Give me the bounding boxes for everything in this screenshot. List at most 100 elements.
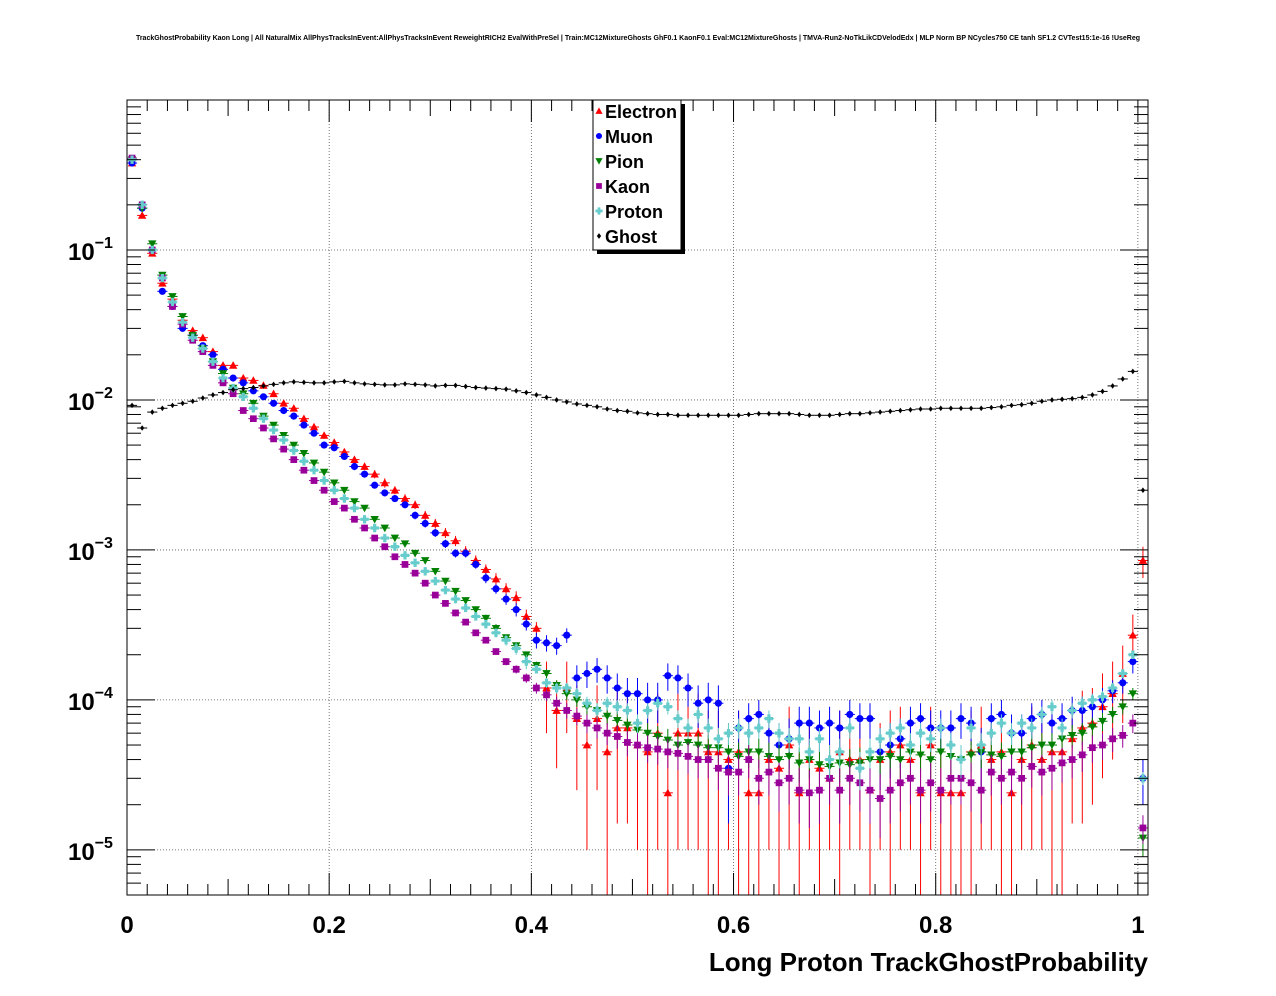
data-point bbox=[534, 392, 539, 398]
data-point bbox=[1027, 744, 1036, 752]
data-point bbox=[1047, 702, 1057, 711]
data-point bbox=[654, 745, 662, 753]
data-point bbox=[524, 389, 529, 396]
data-point bbox=[289, 404, 298, 412]
data-point bbox=[492, 585, 500, 593]
data-point bbox=[1089, 744, 1096, 752]
data-point bbox=[299, 450, 309, 458]
data-point bbox=[846, 774, 854, 782]
data-point bbox=[462, 549, 470, 557]
data-point bbox=[916, 715, 925, 723]
data-point bbox=[360, 470, 369, 478]
data-point bbox=[198, 344, 208, 353]
data-point bbox=[390, 542, 400, 551]
data-point bbox=[220, 389, 226, 396]
data-point bbox=[228, 361, 238, 369]
data-point bbox=[785, 774, 793, 782]
data-point bbox=[1029, 400, 1034, 407]
data-point bbox=[896, 779, 904, 787]
data-point bbox=[1009, 402, 1014, 409]
data-point bbox=[290, 412, 298, 420]
data-point bbox=[1048, 764, 1056, 772]
data-point bbox=[441, 528, 450, 537]
data-point bbox=[261, 383, 266, 389]
data-point bbox=[532, 665, 541, 674]
data-point bbox=[1007, 748, 1016, 757]
data-point bbox=[918, 406, 923, 412]
data-point bbox=[290, 456, 298, 463]
data-point bbox=[1098, 717, 1107, 726]
data-point bbox=[603, 729, 611, 737]
data-point bbox=[299, 457, 309, 466]
data-point bbox=[471, 612, 480, 621]
data-point bbox=[997, 753, 1006, 761]
data-point bbox=[431, 591, 439, 599]
legend-marker-ghost bbox=[596, 233, 602, 239]
data-point bbox=[380, 524, 389, 533]
data-point bbox=[775, 779, 783, 787]
data-point bbox=[392, 382, 397, 388]
data-point bbox=[866, 786, 874, 794]
data-point bbox=[635, 410, 640, 416]
data-point bbox=[241, 385, 246, 392]
data-point bbox=[342, 378, 347, 385]
data-point bbox=[431, 519, 440, 527]
data-point bbox=[714, 734, 723, 744]
data-point bbox=[1068, 756, 1076, 763]
data-point bbox=[431, 576, 440, 586]
data-point bbox=[1109, 735, 1116, 743]
data-point bbox=[815, 734, 824, 744]
x-axis-title: Long Proton TrackGhostProbability bbox=[709, 947, 1149, 977]
data-point bbox=[754, 748, 764, 757]
data-point bbox=[249, 376, 258, 384]
data-point bbox=[1110, 383, 1115, 389]
data-point bbox=[987, 768, 995, 776]
data-point bbox=[330, 438, 339, 446]
legend-marker-electron bbox=[595, 107, 603, 114]
data-point bbox=[1057, 735, 1067, 744]
data-point bbox=[461, 597, 470, 605]
data-point bbox=[764, 714, 774, 723]
data-point bbox=[309, 459, 319, 468]
data-point bbox=[209, 351, 217, 359]
data-point bbox=[431, 529, 439, 537]
data-point bbox=[715, 764, 722, 772]
data-point bbox=[896, 723, 905, 733]
data-point bbox=[835, 747, 844, 757]
x-tick-label: 0.6 bbox=[717, 912, 750, 939]
data-point bbox=[371, 534, 379, 542]
data-point bbox=[605, 406, 610, 412]
data-point bbox=[451, 594, 460, 604]
data-point bbox=[645, 410, 650, 417]
data-point bbox=[745, 756, 753, 763]
data-point bbox=[875, 734, 885, 744]
data-point bbox=[330, 486, 339, 495]
data-point bbox=[472, 629, 480, 637]
data-point bbox=[250, 415, 257, 423]
data-point bbox=[716, 412, 721, 419]
data-point bbox=[411, 569, 419, 577]
data-point bbox=[926, 734, 935, 744]
data-point bbox=[512, 665, 520, 673]
data-point bbox=[644, 744, 651, 752]
data-point bbox=[158, 279, 167, 287]
data-point bbox=[644, 696, 652, 704]
data-point bbox=[442, 600, 449, 607]
data-point bbox=[431, 567, 440, 576]
data-point bbox=[259, 393, 268, 401]
data-point bbox=[390, 486, 400, 494]
data-point bbox=[1098, 692, 1107, 701]
data-point bbox=[340, 486, 349, 495]
data-point bbox=[886, 753, 895, 761]
data-point bbox=[522, 674, 530, 682]
data-point bbox=[1108, 711, 1117, 719]
data-point bbox=[289, 446, 298, 455]
data-point bbox=[906, 740, 915, 750]
data-point bbox=[948, 405, 953, 412]
data-point bbox=[493, 385, 499, 392]
data-point bbox=[522, 657, 531, 666]
data-point bbox=[441, 585, 450, 595]
data-point bbox=[370, 523, 379, 533]
data-point bbox=[330, 479, 339, 488]
data-point bbox=[684, 753, 692, 760]
